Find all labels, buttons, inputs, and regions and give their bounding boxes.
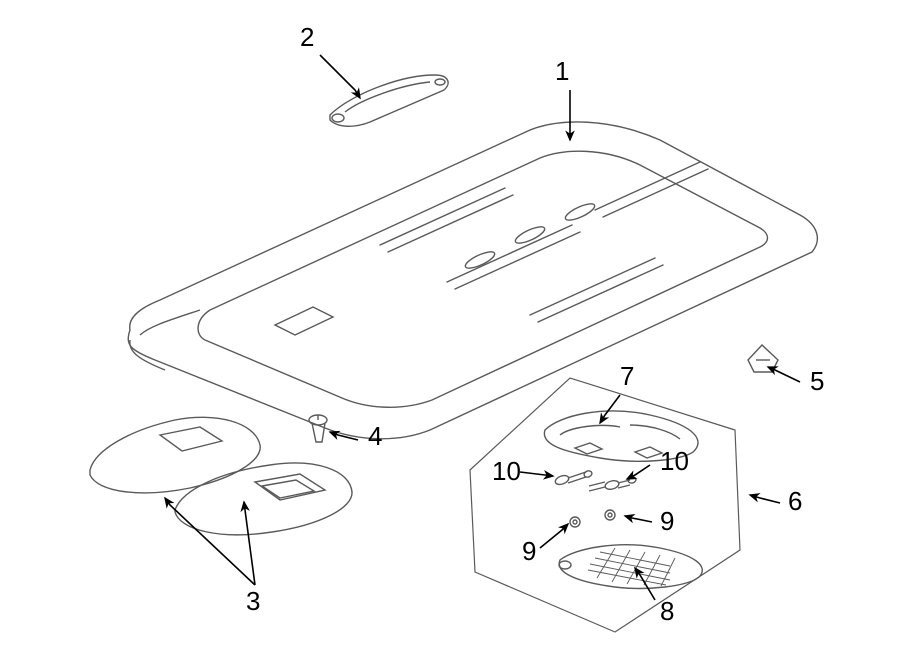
callout-leader-9b — [540, 524, 568, 548]
callout-label-6: 6 — [788, 486, 802, 516]
callout-label-9a: 9 — [660, 506, 674, 536]
callout-leader-10b — [627, 465, 650, 479]
callout-leaders: 1 2 3 4 5 6 7 8 9 9 10 10 — [165, 22, 824, 626]
callout-label-4: 4 — [368, 421, 382, 451]
callout-leader-8 — [635, 568, 655, 600]
part-sunvisor-left — [90, 417, 260, 493]
callout-label-10a: 10 — [492, 456, 521, 486]
callout-leader-2 — [320, 55, 360, 98]
callout-label-9b: 9 — [522, 536, 536, 566]
part-headliner — [128, 122, 817, 439]
part-socket-ring-b — [570, 517, 580, 527]
callout-leader-6 — [750, 495, 780, 503]
callout-label-10b: 10 — [660, 446, 689, 476]
callout-leader-9a — [625, 516, 652, 522]
callout-label-1: 1 — [555, 56, 569, 86]
callout-leader-3a — [165, 498, 255, 585]
callout-label-8: 8 — [660, 596, 674, 626]
callout-leader-5 — [768, 367, 800, 382]
part-bulb-left — [554, 470, 593, 486]
part-socket-ring-a — [605, 510, 615, 520]
part-clip — [748, 345, 778, 372]
exploded-parts-diagram: 1 2 3 4 5 6 7 8 9 9 10 10 — [0, 0, 900, 661]
part-retainer-screw — [309, 415, 327, 442]
callout-label-5: 5 — [810, 366, 824, 396]
callout-leader-10a — [520, 472, 553, 476]
part-lamp-lens — [559, 545, 702, 589]
callout-leader-7 — [600, 395, 620, 423]
callout-label-2: 2 — [300, 22, 314, 52]
part-sunvisor-right — [175, 463, 352, 535]
callout-label-7: 7 — [620, 361, 634, 391]
callout-label-3a: 3 — [246, 586, 260, 616]
callout-leader-3b — [244, 502, 255, 585]
